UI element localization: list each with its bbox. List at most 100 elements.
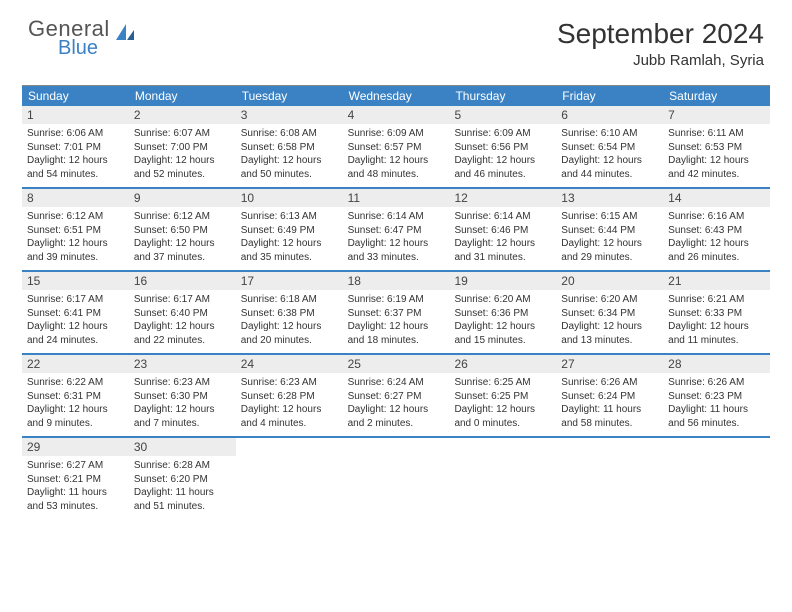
day-number: 9: [129, 189, 236, 207]
calendar-day: 28Sunrise: 6:26 AMSunset: 6:23 PMDayligh…: [663, 355, 770, 436]
calendar-day: 21Sunrise: 6:21 AMSunset: 6:33 PMDayligh…: [663, 272, 770, 353]
day-number: 18: [343, 272, 450, 290]
calendar-day: 30Sunrise: 6:28 AMSunset: 6:20 PMDayligh…: [129, 438, 236, 519]
brand-logo: General Blue: [28, 18, 136, 58]
calendar-day: [556, 438, 663, 519]
day-details: Sunrise: 6:06 AMSunset: 7:01 PMDaylight:…: [22, 124, 129, 181]
day-details: Sunrise: 6:10 AMSunset: 6:54 PMDaylight:…: [556, 124, 663, 181]
calendar-week: 29Sunrise: 6:27 AMSunset: 6:21 PMDayligh…: [22, 438, 770, 519]
calendar-day: 8Sunrise: 6:12 AMSunset: 6:51 PMDaylight…: [22, 189, 129, 270]
location-name: Jubb Ramlah, Syria: [557, 52, 764, 69]
page-header: General Blue September 2024 Jubb Ramlah,…: [0, 0, 792, 77]
weekday-label: Thursday: [449, 86, 556, 106]
day-details: Sunrise: 6:09 AMSunset: 6:56 PMDaylight:…: [449, 124, 556, 181]
calendar-week: 15Sunrise: 6:17 AMSunset: 6:41 PMDayligh…: [22, 272, 770, 355]
calendar: SundayMondayTuesdayWednesdayThursdayFrid…: [22, 85, 770, 519]
calendar-day: 6Sunrise: 6:10 AMSunset: 6:54 PMDaylight…: [556, 106, 663, 187]
calendar-day: 10Sunrise: 6:13 AMSunset: 6:49 PMDayligh…: [236, 189, 343, 270]
day-number: 16: [129, 272, 236, 290]
day-details: Sunrise: 6:08 AMSunset: 6:58 PMDaylight:…: [236, 124, 343, 181]
day-details: Sunrise: 6:28 AMSunset: 6:20 PMDaylight:…: [129, 456, 236, 513]
day-details: Sunrise: 6:24 AMSunset: 6:27 PMDaylight:…: [343, 373, 450, 430]
day-number: 6: [556, 106, 663, 124]
calendar-day: 7Sunrise: 6:11 AMSunset: 6:53 PMDaylight…: [663, 106, 770, 187]
day-number: 19: [449, 272, 556, 290]
day-details: Sunrise: 6:12 AMSunset: 6:51 PMDaylight:…: [22, 207, 129, 264]
day-details: Sunrise: 6:16 AMSunset: 6:43 PMDaylight:…: [663, 207, 770, 264]
day-details: Sunrise: 6:19 AMSunset: 6:37 PMDaylight:…: [343, 290, 450, 347]
day-number: 7: [663, 106, 770, 124]
calendar-day: 3Sunrise: 6:08 AMSunset: 6:58 PMDaylight…: [236, 106, 343, 187]
day-number: 29: [22, 438, 129, 456]
day-number: 8: [22, 189, 129, 207]
day-details: Sunrise: 6:14 AMSunset: 6:47 PMDaylight:…: [343, 207, 450, 264]
calendar-day: 11Sunrise: 6:14 AMSunset: 6:47 PMDayligh…: [343, 189, 450, 270]
day-details: Sunrise: 6:14 AMSunset: 6:46 PMDaylight:…: [449, 207, 556, 264]
day-number: 4: [343, 106, 450, 124]
day-number: 22: [22, 355, 129, 373]
day-number: 28: [663, 355, 770, 373]
calendar-day: [663, 438, 770, 519]
day-number: 12: [449, 189, 556, 207]
day-number: 27: [556, 355, 663, 373]
calendar-day: 2Sunrise: 6:07 AMSunset: 7:00 PMDaylight…: [129, 106, 236, 187]
day-details: Sunrise: 6:26 AMSunset: 6:24 PMDaylight:…: [556, 373, 663, 430]
calendar-day: [343, 438, 450, 519]
calendar-day: 13Sunrise: 6:15 AMSunset: 6:44 PMDayligh…: [556, 189, 663, 270]
day-number: 17: [236, 272, 343, 290]
weekday-header-row: SundayMondayTuesdayWednesdayThursdayFrid…: [22, 86, 770, 106]
day-details: Sunrise: 6:26 AMSunset: 6:23 PMDaylight:…: [663, 373, 770, 430]
calendar-day: 19Sunrise: 6:20 AMSunset: 6:36 PMDayligh…: [449, 272, 556, 353]
day-details: Sunrise: 6:15 AMSunset: 6:44 PMDaylight:…: [556, 207, 663, 264]
day-number: 20: [556, 272, 663, 290]
day-number: 5: [449, 106, 556, 124]
day-details: Sunrise: 6:11 AMSunset: 6:53 PMDaylight:…: [663, 124, 770, 181]
day-details: Sunrise: 6:20 AMSunset: 6:34 PMDaylight:…: [556, 290, 663, 347]
calendar-week: 22Sunrise: 6:22 AMSunset: 6:31 PMDayligh…: [22, 355, 770, 438]
day-number: 14: [663, 189, 770, 207]
day-details: Sunrise: 6:07 AMSunset: 7:00 PMDaylight:…: [129, 124, 236, 181]
calendar-day: 16Sunrise: 6:17 AMSunset: 6:40 PMDayligh…: [129, 272, 236, 353]
calendar-day: 27Sunrise: 6:26 AMSunset: 6:24 PMDayligh…: [556, 355, 663, 436]
calendar-day: 17Sunrise: 6:18 AMSunset: 6:38 PMDayligh…: [236, 272, 343, 353]
calendar-body: 1Sunrise: 6:06 AMSunset: 7:01 PMDaylight…: [22, 106, 770, 519]
day-number: 21: [663, 272, 770, 290]
day-number: 1: [22, 106, 129, 124]
brand-word2: Blue: [58, 38, 110, 58]
brand-logo-text: General Blue: [28, 18, 110, 58]
calendar-day: 26Sunrise: 6:25 AMSunset: 6:25 PMDayligh…: [449, 355, 556, 436]
calendar-day: 20Sunrise: 6:20 AMSunset: 6:34 PMDayligh…: [556, 272, 663, 353]
calendar-week: 8Sunrise: 6:12 AMSunset: 6:51 PMDaylight…: [22, 189, 770, 272]
day-number: 26: [449, 355, 556, 373]
day-number: 13: [556, 189, 663, 207]
weekday-label: Wednesday: [343, 86, 450, 106]
day-details: Sunrise: 6:21 AMSunset: 6:33 PMDaylight:…: [663, 290, 770, 347]
day-number: 10: [236, 189, 343, 207]
weekday-label: Monday: [129, 86, 236, 106]
day-details: Sunrise: 6:12 AMSunset: 6:50 PMDaylight:…: [129, 207, 236, 264]
day-details: Sunrise: 6:27 AMSunset: 6:21 PMDaylight:…: [22, 456, 129, 513]
title-block: September 2024 Jubb Ramlah, Syria: [557, 18, 764, 69]
day-number: 23: [129, 355, 236, 373]
day-details: Sunrise: 6:09 AMSunset: 6:57 PMDaylight:…: [343, 124, 450, 181]
day-number: 15: [22, 272, 129, 290]
calendar-week: 1Sunrise: 6:06 AMSunset: 7:01 PMDaylight…: [22, 106, 770, 189]
weekday-label: Friday: [556, 86, 663, 106]
calendar-day: 9Sunrise: 6:12 AMSunset: 6:50 PMDaylight…: [129, 189, 236, 270]
calendar-day: 24Sunrise: 6:23 AMSunset: 6:28 PMDayligh…: [236, 355, 343, 436]
calendar-day: 5Sunrise: 6:09 AMSunset: 6:56 PMDaylight…: [449, 106, 556, 187]
calendar-day: 22Sunrise: 6:22 AMSunset: 6:31 PMDayligh…: [22, 355, 129, 436]
month-title: September 2024: [557, 18, 764, 50]
calendar-day: 15Sunrise: 6:17 AMSunset: 6:41 PMDayligh…: [22, 272, 129, 353]
weekday-label: Sunday: [22, 86, 129, 106]
calendar-day: 14Sunrise: 6:16 AMSunset: 6:43 PMDayligh…: [663, 189, 770, 270]
brand-sail-icon: [114, 22, 136, 49]
day-number: 2: [129, 106, 236, 124]
calendar-day: 23Sunrise: 6:23 AMSunset: 6:30 PMDayligh…: [129, 355, 236, 436]
day-number: 25: [343, 355, 450, 373]
weekday-label: Saturday: [663, 86, 770, 106]
calendar-day: [236, 438, 343, 519]
day-number: 3: [236, 106, 343, 124]
day-details: Sunrise: 6:20 AMSunset: 6:36 PMDaylight:…: [449, 290, 556, 347]
day-number: 30: [129, 438, 236, 456]
